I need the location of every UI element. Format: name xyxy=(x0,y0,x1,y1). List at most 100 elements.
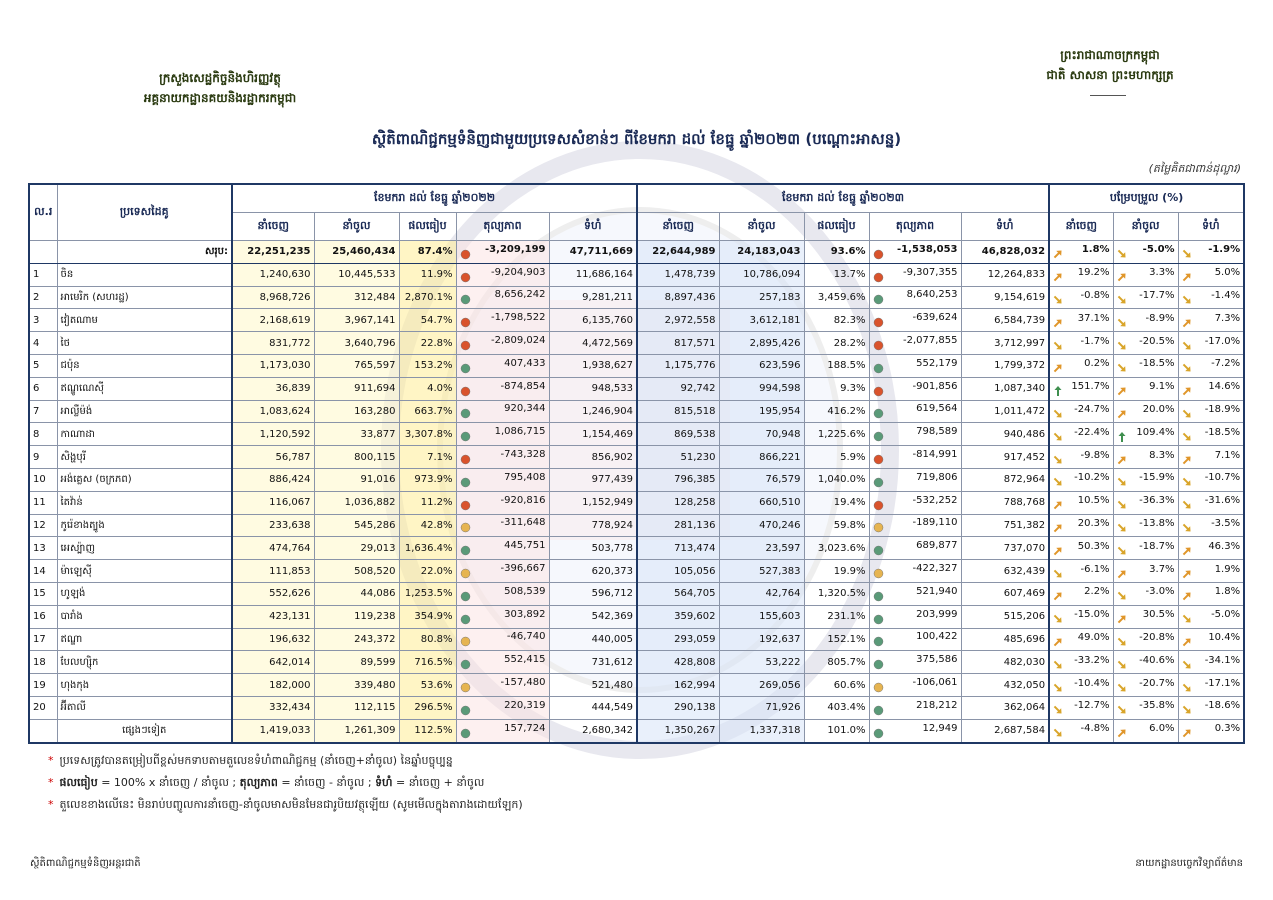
value-cell: 54.7% xyxy=(398,308,457,333)
country-cell: បារាំង xyxy=(56,604,233,629)
change-indicator xyxy=(1117,729,1126,738)
rank-cell: 6 xyxy=(28,376,58,401)
balance-indicator xyxy=(460,591,470,602)
change-indicator xyxy=(1053,569,1062,578)
change-indicator xyxy=(1053,455,1062,464)
rank-cell xyxy=(28,718,58,744)
table-row: 9 សិង្ហបុរី 56,787 800,115 7.1% -743,328 856,9… xyxy=(28,445,1245,469)
value-cell: 42.8% xyxy=(398,513,457,538)
value-cell: 332,434 xyxy=(231,695,315,720)
table-row: 13 អេស្ប៉ាញ 474,764 29,013 1,636.4% 445,751 50… xyxy=(28,536,1245,561)
change-cell: 19.2% xyxy=(1048,262,1114,287)
balance-indicator xyxy=(873,432,883,442)
value-cell: 105,056 xyxy=(636,559,720,583)
change-indicator xyxy=(1053,728,1062,737)
value-cell: 36,839 xyxy=(231,376,315,401)
note-text: ផលធៀប xyxy=(59,776,98,789)
value-cell: -1,538,053 xyxy=(868,240,962,264)
table-row: ផ្សេងៗទៀត 1,419,033 1,261,309 112.5% 157,724… xyxy=(28,718,1245,744)
rank-cell: 8 xyxy=(28,422,58,447)
change-indicator xyxy=(1182,341,1191,350)
balance-indicator xyxy=(460,318,470,328)
change-indicator xyxy=(1053,341,1062,350)
change-indicator xyxy=(1182,523,1191,532)
table-row: 4 ថៃ 831,772 3,640,796 22.8% -2,809,024 4,472,… xyxy=(28,331,1245,355)
divider xyxy=(1090,95,1126,96)
value-cell: 111,853 xyxy=(231,559,315,583)
table-row: សរុប: 22,251,235 25,460,434 87.4% -3,209,199… xyxy=(28,240,1245,264)
value-cell: 44,086 xyxy=(313,581,400,606)
change-cell: 20.3% xyxy=(1048,513,1114,538)
balance-indicator xyxy=(873,705,883,716)
country-cell: អ៊ីតាលី xyxy=(56,695,233,720)
change-indicator xyxy=(1117,570,1126,578)
country-cell: ឥណ្ឌា xyxy=(56,627,233,652)
note-marker: * xyxy=(48,798,54,811)
balance-indicator xyxy=(873,637,883,647)
value-cell: 11.9% xyxy=(398,262,457,287)
value-cell: 869,538 xyxy=(636,422,720,447)
value-cell: 795,408 xyxy=(455,467,550,492)
footer-right: នាយកដ្ឋានបច្ចេកវិទ្យាព័ត៌មាន xyxy=(1135,858,1243,869)
value-cell: 8,968,726 xyxy=(231,285,315,310)
balance-indicator xyxy=(873,682,883,693)
value-cell: 403.4% xyxy=(803,695,870,720)
value-cell: -396,667 xyxy=(455,559,550,583)
value-cell: 7.1% xyxy=(398,445,457,469)
change-indicator xyxy=(1117,546,1126,555)
value-cell: 100,422 xyxy=(868,627,962,652)
value-cell: 155,603 xyxy=(718,604,805,629)
header-cell: ទំហំ xyxy=(960,212,1050,241)
value-cell: 188.5% xyxy=(803,353,870,378)
change-indicator xyxy=(1053,432,1062,441)
rank-cell: 19 xyxy=(28,673,58,697)
country-cell: បែលហ្ស៊ិក xyxy=(56,650,233,675)
ministry: ក្រសួងសេដ្ឋកិច្ចនិងហិរញ្ញវត្ថុ xyxy=(159,71,281,85)
change-indicator xyxy=(1182,456,1191,464)
value-cell: 1,799,372 xyxy=(960,353,1050,378)
value-cell: -9,307,355 xyxy=(868,262,962,287)
change-cell: -20.5% xyxy=(1112,331,1179,355)
value-cell: 1,636.4% xyxy=(398,536,457,561)
change-indicator xyxy=(1117,364,1126,372)
value-cell: 42,764 xyxy=(718,581,805,606)
value-cell: 817,571 xyxy=(636,331,720,355)
balance-indicator xyxy=(873,659,883,670)
table-row: 5 ជប៉ុន 1,173,030 765,597 153.2% 407,433 1,938… xyxy=(28,353,1245,378)
rank-cell: 17 xyxy=(28,627,58,652)
value-cell: 444,549 xyxy=(548,695,638,720)
table-row: 3 វៀតណាម 2,168,619 3,967,141 54.7% -1,798,522… xyxy=(28,308,1245,333)
balance-indicator xyxy=(460,659,470,670)
value-cell: 128,258 xyxy=(636,490,720,515)
value-cell: 119,238 xyxy=(313,604,400,629)
value-cell: 218,212 xyxy=(868,695,962,720)
value-cell: 866,221 xyxy=(718,445,805,469)
change-cell: -10.4% xyxy=(1048,673,1114,697)
change-indicator xyxy=(1182,660,1191,669)
change-cell: 6.0% xyxy=(1112,718,1179,744)
change-indicator xyxy=(1053,319,1062,328)
value-cell: 47,711,669 xyxy=(548,240,638,264)
value-cell: 24,183,043 xyxy=(718,240,805,264)
table-row: 12 កូរ៉េខាងត្បូង 233,638 545,286 42.8% -311,6… xyxy=(28,513,1245,538)
value-cell: 29,013 xyxy=(313,536,400,561)
change-cell: -1.4% xyxy=(1177,285,1245,310)
value-cell: 3,967,141 xyxy=(313,308,400,333)
value-cell: 713,474 xyxy=(636,536,720,561)
change-cell: -8.9% xyxy=(1112,308,1179,333)
value-cell: 1,261,309 xyxy=(313,718,400,744)
header-row: នាំចេញ នាំចូល ផលធៀប តុល្យភាព ទំហំ នាំចេញ នាំចូ… xyxy=(29,212,1245,241)
change-indicator xyxy=(1182,387,1191,396)
country-cell: ជប៉ុន xyxy=(56,353,233,378)
value-cell: 6,584,739 xyxy=(960,308,1050,333)
value-cell: 359,602 xyxy=(636,604,720,629)
rank-cell: 12 xyxy=(28,513,58,538)
value-cell: -422,327 xyxy=(868,559,962,583)
value-cell: -901,856 xyxy=(868,376,962,401)
table-row: 15 ហូឡង់ 552,626 44,086 1,253.5% 508,539 596,7… xyxy=(28,581,1245,606)
change-indicator xyxy=(1117,273,1126,282)
value-cell: 796,385 xyxy=(636,467,720,492)
motto: ជាតិ សាសនា ព្រះមហាក្សត្រ xyxy=(1046,68,1174,82)
balance-indicator xyxy=(460,363,470,374)
value-cell: 11.2% xyxy=(398,490,457,515)
